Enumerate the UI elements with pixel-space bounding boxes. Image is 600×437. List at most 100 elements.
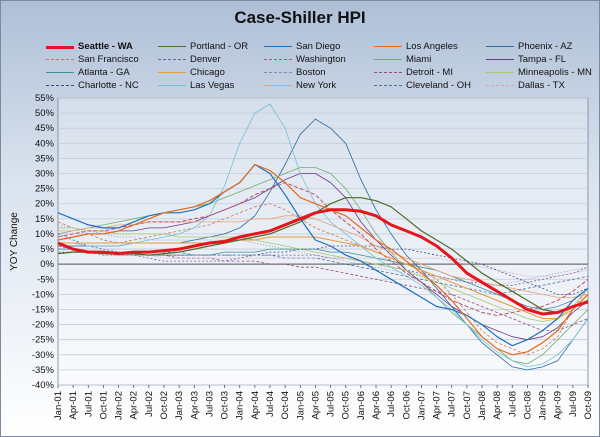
legend-label: Denver <box>190 54 221 65</box>
series-line <box>57 245 589 332</box>
x-tick-label: Jan-06 <box>356 391 367 420</box>
legend-label: Boston <box>296 67 326 78</box>
y-tick-label: 50% <box>35 108 55 119</box>
y-tick-label: 35% <box>35 153 55 164</box>
x-tick-label: Jan-04 <box>235 391 246 420</box>
legend-swatch <box>158 46 186 47</box>
legend-swatch <box>374 72 402 73</box>
y-axis-label: YOY Change <box>9 212 20 271</box>
y-tick-label: 45% <box>35 123 55 134</box>
legend-label: Chicago <box>190 67 225 78</box>
series-line <box>57 203 589 356</box>
x-tick-label: Jan-01 <box>53 391 64 420</box>
y-tick-label: -35% <box>32 365 55 376</box>
legend-swatch <box>374 85 402 86</box>
series-line <box>57 233 589 286</box>
series-line <box>57 224 589 286</box>
x-tick-label: Oct-02 <box>159 391 170 420</box>
legend-swatch <box>264 85 292 86</box>
y-tick-label: 5% <box>40 244 54 255</box>
y-tick-label: 30% <box>35 169 55 180</box>
x-tick-label: Jul-07 <box>447 391 458 417</box>
x-tick-label: Jul-05 <box>326 391 337 417</box>
series-line <box>57 163 589 347</box>
legend-swatch <box>486 72 514 73</box>
y-tick-label: 15% <box>35 214 55 225</box>
x-tick-label: Apr-04 <box>250 391 261 420</box>
legend-label: Phoenix - AZ <box>518 41 573 52</box>
legend-label: Los Angeles <box>406 41 458 52</box>
x-tick-label: Jul-02 <box>144 391 155 417</box>
legend-swatch <box>158 72 186 73</box>
x-tick-label: Jul-03 <box>204 391 215 417</box>
legend-label: Washington <box>296 54 346 65</box>
x-tick-label: Apr-02 <box>129 391 140 420</box>
legend-label: Atlanta - GA <box>78 67 130 78</box>
series-line <box>58 227 589 323</box>
y-tick-label: -20% <box>32 320 55 331</box>
legend-swatch <box>158 59 186 60</box>
y-tick-label: -5% <box>37 274 54 285</box>
series-line <box>58 215 589 298</box>
legend-label: New York <box>296 80 337 91</box>
chart-title: Case-Shiller HPI <box>234 8 366 27</box>
legend-label: Dallas - TX <box>518 80 565 91</box>
x-tick-label: Jul-04 <box>265 391 276 417</box>
legend-swatch <box>46 72 74 73</box>
plot-area <box>57 97 589 386</box>
legend-swatch <box>46 46 74 49</box>
legend-label: San Diego <box>296 41 341 52</box>
y-tick-label: -15% <box>32 304 55 315</box>
series-line <box>57 173 589 341</box>
x-tick-label: Oct-06 <box>401 391 412 420</box>
series-line <box>57 182 589 316</box>
legend-label: Tampa - FL <box>518 54 567 65</box>
x-tick-label: Oct-01 <box>98 391 109 420</box>
x-tick-label: Apr-03 <box>189 391 200 420</box>
x-tick-label: Jan-09 <box>538 391 549 420</box>
x-tick-label: Oct-05 <box>341 391 352 420</box>
legend-swatch <box>264 46 292 47</box>
x-tick-label: Jul-08 <box>507 391 518 417</box>
x-tick-label: Apr-05 <box>310 391 321 420</box>
x-tick-label: Apr-09 <box>553 391 564 420</box>
y-tick-label: 10% <box>35 229 55 240</box>
legend-swatch <box>374 59 402 60</box>
y-tick-label: -30% <box>32 350 55 361</box>
legend-label: Minneapolis - MN <box>518 67 592 78</box>
x-tick-label: Oct-03 <box>220 391 231 420</box>
x-tick-label: Apr-08 <box>492 391 503 420</box>
series-line <box>57 208 589 316</box>
x-tick-label: Apr-01 <box>68 391 79 420</box>
x-tick-label: Oct-09 <box>583 391 594 420</box>
legend-label: Miami <box>406 54 432 65</box>
x-tick-label: Jan-05 <box>295 391 306 420</box>
x-tick-label: Jan-08 <box>477 391 488 420</box>
y-tick-label: -10% <box>32 289 55 300</box>
y-tick-label: 55% <box>35 93 55 104</box>
x-tick-label: Apr-07 <box>432 391 443 420</box>
legend-label: San Francisco <box>78 54 139 65</box>
x-tick-label: Jul-06 <box>386 391 397 417</box>
x-tick-label: Jan-03 <box>174 391 185 420</box>
chart-legend: Seattle - WA Portland - OR San Diego Los An… <box>0 0 600 100</box>
legend-label: Seattle - WA <box>78 41 133 52</box>
legend-label: Portland - OR <box>190 41 249 52</box>
legend-label: Detroit - MI <box>406 67 453 78</box>
legend-swatch <box>486 46 514 47</box>
legend-label: Charlotte - NC <box>78 80 139 91</box>
legend-label: Cleveland - OH <box>406 80 471 91</box>
y-tick-label: 0% <box>40 259 54 270</box>
y-tick-label: 40% <box>35 138 55 149</box>
legend-swatch <box>486 85 514 86</box>
x-tick-label: Oct-04 <box>280 391 291 420</box>
legend-swatch <box>46 85 74 86</box>
legend-swatch <box>374 46 402 47</box>
legend-swatch <box>46 59 74 60</box>
y-tick-label: -40% <box>32 380 55 391</box>
legend-swatch <box>158 85 186 86</box>
x-tick-label: Apr-06 <box>371 391 382 420</box>
series-line <box>57 163 589 356</box>
x-tick-label: Oct-08 <box>522 391 533 420</box>
